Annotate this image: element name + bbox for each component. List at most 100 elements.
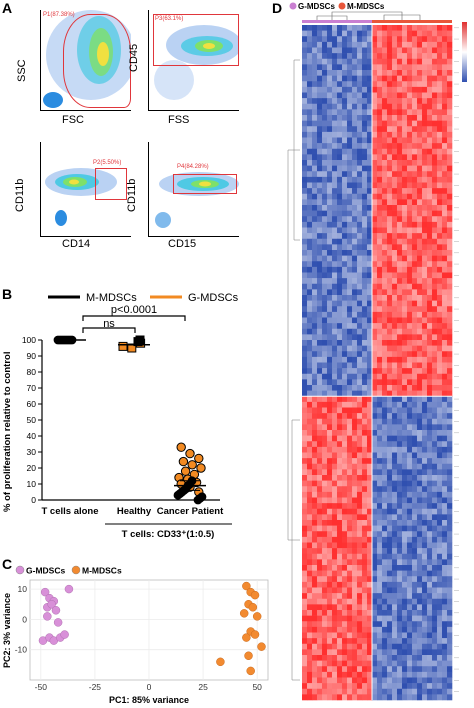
heatmap-cell <box>377 148 383 155</box>
heatmap-cell <box>322 334 328 341</box>
heatmap-cell <box>357 154 363 161</box>
heatmap-cell <box>357 424 363 431</box>
heatmap-cell <box>327 340 333 346</box>
heatmap-cell <box>337 407 343 414</box>
heatmap-cell <box>362 182 368 189</box>
heatmap-cell <box>302 576 308 583</box>
heatmap-cell <box>382 165 388 172</box>
heatmap-cell <box>352 238 358 245</box>
heatmap-cell <box>372 120 378 127</box>
heatmap-cell <box>382 255 388 262</box>
heatmap-cell <box>412 430 418 436</box>
heatmap-cell <box>397 160 403 166</box>
heatmap-cell <box>307 356 313 363</box>
heatmap-cell <box>342 441 348 448</box>
heatmap-cell <box>392 368 398 375</box>
heatmap-cell <box>307 283 313 290</box>
heatmap-cell <box>422 345 428 352</box>
b-y-tick-label: 50 <box>27 415 37 425</box>
heatmap-cell <box>382 491 388 498</box>
heatmap-cell <box>352 58 358 65</box>
b-y-tick-label: 60 <box>27 399 37 409</box>
heatmap-cell <box>327 458 333 465</box>
heatmap-cell <box>342 424 348 431</box>
heatmap-cell <box>417 638 423 645</box>
heatmap-cell <box>422 115 428 121</box>
heatmap-cell <box>432 64 438 71</box>
heatmap-cell <box>417 559 423 566</box>
heatmap-cell <box>407 683 413 690</box>
heatmap-cell <box>317 148 323 155</box>
heatmap-cell <box>367 638 373 645</box>
heatmap-cell <box>447 424 453 431</box>
heatmap-cell <box>337 553 343 560</box>
heatmap-cell <box>302 64 308 71</box>
heatmap-cell <box>347 446 353 453</box>
heatmap-cell <box>412 244 418 251</box>
heatmap-cell <box>307 92 313 99</box>
heatmap-cell <box>312 143 318 150</box>
heatmap-cell <box>437 356 443 363</box>
heatmap-cell <box>432 221 438 228</box>
heatmap-cell <box>367 396 373 403</box>
heatmap-cell <box>322 581 328 588</box>
heatmap-cell <box>372 176 378 183</box>
heatmap-cell <box>377 81 383 88</box>
heatmap-cell <box>387 193 393 200</box>
heatmap-cell <box>387 610 393 616</box>
heatmap-cell <box>417 160 423 166</box>
heatmap-cell <box>372 165 378 172</box>
heatmap-cell <box>422 418 428 425</box>
heatmap-cell <box>337 148 343 155</box>
heatmap-cell <box>327 446 333 453</box>
heatmap-cell <box>302 688 308 695</box>
heatmap-cell <box>372 694 378 701</box>
heatmap-cell <box>372 300 378 307</box>
heatmap-cell <box>332 86 338 93</box>
heatmap-cell <box>352 688 358 695</box>
heatmap-cell <box>417 463 423 470</box>
heatmap-cell <box>332 137 338 144</box>
column-dendrogram <box>316 11 421 20</box>
heatmap-cell <box>352 272 358 279</box>
heatmap-cell <box>377 311 383 318</box>
heatmap-cell <box>432 446 438 453</box>
heatmap-cell <box>372 424 378 431</box>
heatmap-cell <box>332 576 338 583</box>
heatmap-cell <box>402 334 408 341</box>
heatmap-cell <box>432 356 438 363</box>
heatmap-cell <box>377 660 383 667</box>
heatmap-cell <box>357 660 363 667</box>
c-x-tick-label: -25 <box>89 682 102 692</box>
heatmap-cell <box>437 553 443 560</box>
b-y-tick-label: 40 <box>27 431 37 441</box>
heatmap-cell <box>397 638 403 645</box>
heatmap-cell <box>437 446 443 453</box>
heatmap-cell <box>327 272 333 279</box>
heatmap-cell <box>432 345 438 352</box>
heatmap-cell <box>447 137 453 144</box>
heatmap-cell <box>337 323 343 330</box>
heatmap-cell <box>317 497 323 504</box>
heatmap-cell <box>407 643 413 650</box>
heatmap-cell <box>317 525 323 532</box>
heatmap-cell <box>442 446 448 453</box>
heatmap-cell <box>392 390 398 397</box>
heatmap-cell <box>432 536 438 543</box>
heatmap-cell <box>332 424 338 431</box>
heatmap-cell <box>312 261 318 268</box>
heatmap-cell <box>372 655 378 661</box>
heatmap-cell <box>342 570 348 577</box>
heatmap-cell <box>437 649 443 656</box>
heatmap-cell <box>362 581 368 588</box>
heatmap-cell <box>422 469 428 476</box>
heatmap-cell <box>357 655 363 661</box>
heatmap-cell <box>427 221 433 228</box>
heatmap-cell <box>332 418 338 425</box>
heatmap-cell <box>347 643 353 650</box>
heatmap-cell <box>307 683 313 690</box>
heatmap-cell <box>352 480 358 487</box>
heatmap-cell <box>442 604 448 611</box>
heatmap-cell <box>402 379 408 386</box>
heatmap-cell <box>357 148 363 155</box>
